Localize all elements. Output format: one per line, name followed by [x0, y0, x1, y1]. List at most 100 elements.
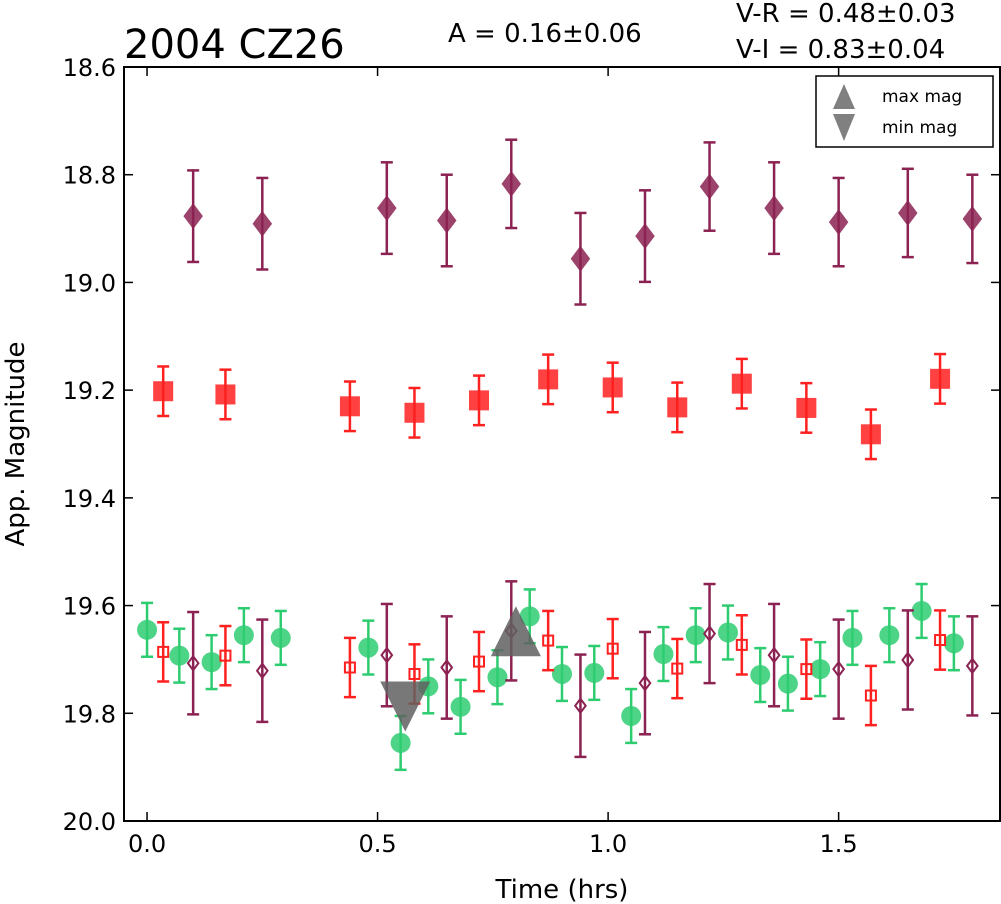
- y-tick-label: 19.4: [63, 485, 116, 513]
- data-point-diamond: [501, 170, 522, 197]
- y-tick-label: 19.0: [63, 269, 116, 297]
- data-point-square: [473, 655, 486, 668]
- data-point-square: [930, 368, 951, 389]
- vi-color-annotation: V-I = 0.83±0.04: [736, 35, 945, 65]
- data-point-circle: [552, 663, 572, 684]
- data-point-diamond: [703, 624, 717, 643]
- data-point-circle: [911, 600, 932, 621]
- data-point-circle: [169, 645, 190, 666]
- data-point-circle: [137, 619, 158, 640]
- data-point-circle: [233, 625, 254, 646]
- data-point-diamond: [832, 660, 846, 678]
- data-point-square: [339, 396, 360, 417]
- data-point-circle: [810, 659, 831, 680]
- data-point-square: [864, 689, 877, 702]
- legend-max-label: max mag: [882, 87, 962, 107]
- data-point-circle: [750, 665, 771, 686]
- plot-frame: [123, 66, 1001, 822]
- data-point-circle: [653, 644, 674, 665]
- data-point-circle: [842, 627, 863, 648]
- y-tick-label: 19.2: [63, 377, 116, 405]
- data-point-diamond: [436, 207, 457, 234]
- data-point-square: [157, 645, 170, 658]
- data-point-square: [602, 377, 623, 398]
- data-point-diamond: [638, 674, 652, 692]
- data-point-square: [343, 661, 356, 674]
- series-0: [183, 138, 983, 306]
- legend-min-marker: [833, 114, 855, 141]
- data-point-circle: [450, 696, 471, 717]
- data-point-circle: [584, 662, 605, 683]
- data-point-circle: [685, 625, 706, 646]
- y-tick-label: 20.0: [63, 808, 116, 836]
- data-point-diamond: [898, 199, 918, 226]
- x-tick-label: 1.0: [589, 830, 627, 858]
- data-point-diamond: [377, 195, 397, 222]
- legend-max-marker: [833, 84, 855, 109]
- data-point-circle: [879, 625, 900, 646]
- data-point-square: [408, 667, 421, 680]
- y-tick-label: 18.6: [63, 54, 116, 82]
- data-point-circle: [777, 673, 798, 694]
- data-point-square: [404, 402, 425, 423]
- chart-title: 2004 CZ26: [124, 22, 345, 68]
- legend-min-label: min mag: [882, 118, 957, 138]
- data-point-circle: [943, 633, 964, 654]
- data-point-diamond: [573, 697, 587, 715]
- data-point-square: [796, 397, 817, 418]
- data-point-square: [860, 424, 881, 445]
- amplitude-annotation: A = 0.16±0.06: [448, 19, 642, 49]
- data-point-diamond: [699, 173, 720, 200]
- axis-ticks: 18.6 18.8 19.0 19.2 19.4 19.6 19.8 20.0 0.0 0.5 1.…: [63, 54, 1000, 858]
- data-point-diamond: [570, 245, 591, 272]
- x-tick-label: 0.5: [358, 830, 396, 858]
- data-marks: [137, 138, 983, 772]
- data-point-square: [469, 390, 490, 411]
- y-tick-label: 19.6: [63, 593, 116, 621]
- data-point-diamond: [965, 657, 979, 675]
- data-point-diamond: [255, 662, 269, 680]
- data-point-diamond: [828, 209, 849, 236]
- data-point-diamond: [901, 651, 915, 669]
- data-point-circle: [487, 667, 508, 688]
- data-point-diamond: [380, 646, 394, 664]
- data-point-diamond: [767, 646, 781, 664]
- data-point-square: [731, 373, 752, 394]
- series-1: [153, 352, 951, 461]
- min-mag-marker: [380, 681, 431, 732]
- vr-color-annotation: V-R = 0.48±0.03: [736, 0, 956, 29]
- data-point-square: [215, 384, 236, 405]
- legend: max mag min mag: [815, 75, 994, 148]
- data-point-diamond: [186, 654, 200, 672]
- data-point-square: [671, 662, 684, 675]
- data-point-square: [800, 663, 813, 676]
- series-3: [157, 609, 947, 727]
- series-4: [186, 580, 979, 759]
- y-tick-label: 19.8: [63, 700, 116, 728]
- data-point-square: [153, 381, 174, 402]
- data-point-diamond: [252, 210, 273, 237]
- data-point-square: [934, 634, 947, 647]
- data-point-square: [667, 397, 688, 418]
- y-axis-label: App. Magnitude: [1, 341, 31, 546]
- x-tick-label: 0.0: [128, 830, 166, 858]
- data-point-diamond: [440, 658, 454, 677]
- data-point-square: [219, 649, 232, 662]
- x-axis-label: Time (hrs): [495, 875, 629, 904]
- data-point-circle: [270, 627, 291, 648]
- data-point-diamond: [764, 195, 784, 222]
- data-point-square: [735, 638, 748, 651]
- data-point-diamond: [962, 205, 983, 232]
- data-point-square: [606, 642, 619, 655]
- data-point-square: [538, 369, 559, 390]
- data-point-circle: [717, 622, 738, 643]
- data-point-circle: [519, 606, 540, 627]
- max-mag-marker: [490, 606, 541, 657]
- y-tick-label: 18.8: [63, 162, 116, 190]
- x-tick-label: 1.5: [820, 830, 858, 858]
- data-point-square: [542, 634, 555, 647]
- data-point-circle: [358, 637, 379, 658]
- data-point-circle: [390, 732, 411, 753]
- data-point-diamond: [635, 223, 655, 250]
